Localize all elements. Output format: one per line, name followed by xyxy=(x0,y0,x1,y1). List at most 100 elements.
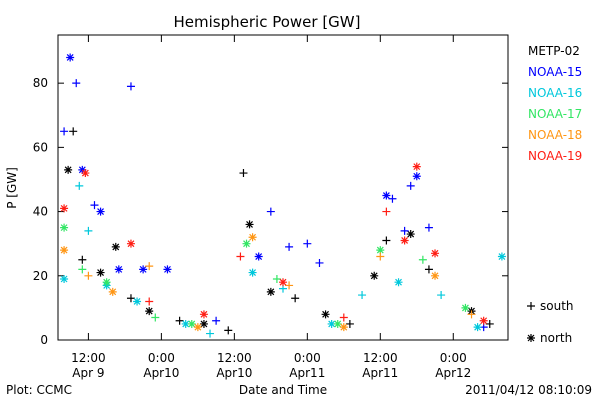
x-tick-label-time: 0:00 xyxy=(440,351,467,365)
x-axis-label: Date and Time xyxy=(239,383,327,397)
x-tick-label-date: Apr 9 xyxy=(72,366,104,380)
point-metp-02-north xyxy=(266,287,275,296)
point-noaa-18-south xyxy=(467,310,476,319)
point-noaa-15-south xyxy=(424,223,433,232)
y-tick-label: 80 xyxy=(33,76,48,90)
x-tick-label-time: 12:00 xyxy=(217,351,252,365)
point-noaa-18-north xyxy=(431,271,440,280)
series-legend: METP-02 NOAA-15 NOAA-16 NOAA-17 NOAA-18 NOAA-… xyxy=(528,44,582,163)
marker-legend: south north xyxy=(527,299,574,345)
point-metp-02-north xyxy=(96,268,105,277)
point-noaa-15-south xyxy=(400,226,409,235)
point-noaa-15-south xyxy=(60,127,69,136)
point-noaa-17-north xyxy=(102,278,111,287)
plot-frame xyxy=(57,34,509,341)
x-tick-label-date: Apr11 xyxy=(362,366,398,380)
point-noaa-15-south xyxy=(266,207,275,216)
point-metp-02-south xyxy=(345,319,354,328)
marker-legend-north-symbol xyxy=(527,334,535,342)
point-noaa-15-south xyxy=(212,316,221,325)
point-noaa-19-south xyxy=(236,252,245,261)
point-noaa-15-north xyxy=(254,252,263,261)
point-metp-02-south xyxy=(239,169,248,178)
point-noaa-15-north xyxy=(412,172,421,181)
point-noaa-15-north xyxy=(114,265,123,274)
data-points xyxy=(60,53,506,338)
point-noaa-17-south xyxy=(418,255,427,264)
x-tick-label-date: Apr11 xyxy=(289,366,325,380)
point-noaa-17-north xyxy=(187,319,196,328)
point-noaa-19-north xyxy=(412,162,421,171)
point-noaa-16-south xyxy=(206,329,215,338)
point-noaa-15-south xyxy=(315,258,324,267)
point-noaa-15-north xyxy=(66,53,75,62)
marker-legend-label: south xyxy=(540,299,574,313)
point-metp-02-north xyxy=(406,230,415,239)
point-noaa-15-north xyxy=(139,265,148,274)
point-metp-02-north xyxy=(370,271,379,280)
point-metp-02-south xyxy=(424,265,433,274)
point-noaa-16-north xyxy=(133,297,142,306)
point-noaa-16-north xyxy=(327,319,336,328)
point-metp-02-south xyxy=(175,316,184,325)
point-metp-02-south xyxy=(485,319,494,328)
y-tick-label: 0 xyxy=(40,333,48,347)
point-noaa-18-south xyxy=(285,281,294,290)
point-noaa-16-south xyxy=(75,181,84,190)
point-noaa-15-south xyxy=(126,82,135,91)
x-tick-label-time: 12:00 xyxy=(71,351,106,365)
point-noaa-16-south xyxy=(437,291,446,300)
x-tick-label-date: Apr10 xyxy=(143,366,179,380)
point-noaa-19-north xyxy=(479,316,488,325)
point-noaa-17-south xyxy=(272,275,281,283)
point-metp-02-south xyxy=(126,294,135,303)
point-noaa-19-north xyxy=(400,236,409,245)
point-noaa-18-south xyxy=(145,262,154,271)
point-noaa-16-north xyxy=(497,252,506,261)
point-noaa-16-north xyxy=(60,275,69,283)
legend-entry: NOAA-19 xyxy=(528,149,582,163)
point-noaa-19-south xyxy=(339,313,348,322)
point-noaa-18-north xyxy=(339,323,348,332)
point-noaa-15-south xyxy=(303,239,312,248)
point-noaa-16-north xyxy=(473,323,482,332)
point-noaa-16-north xyxy=(394,278,403,287)
marker-legend-label: north xyxy=(540,331,572,345)
point-noaa-15-north xyxy=(382,191,391,200)
point-noaa-19-north xyxy=(279,278,287,287)
x-tick-label-date: Apr12 xyxy=(435,366,471,380)
point-noaa-17-south xyxy=(151,313,160,322)
point-noaa-17-north xyxy=(60,223,69,232)
point-noaa-17-north xyxy=(333,319,342,328)
point-noaa-18-south xyxy=(84,271,93,280)
point-noaa-15-north xyxy=(78,165,87,174)
point-noaa-15-north xyxy=(163,265,172,274)
point-metp-02-south xyxy=(291,294,300,303)
point-noaa-16-south xyxy=(358,291,367,300)
legend-entry: NOAA-15 xyxy=(528,65,582,79)
chart-title: Hemispheric Power [GW] xyxy=(174,13,361,31)
point-noaa-19-north xyxy=(60,204,69,213)
point-noaa-17-north xyxy=(242,239,251,248)
y-tick-label: 20 xyxy=(33,269,48,283)
footer-timestamp: 2011/04/12 08:10:09 xyxy=(465,383,592,397)
point-noaa-15-south xyxy=(285,242,294,251)
y-axis-label: P [GW] xyxy=(5,167,19,209)
point-noaa-19-north xyxy=(431,249,440,258)
point-noaa-15-north xyxy=(96,207,105,216)
x-tick-label-time: 0:00 xyxy=(148,351,175,365)
y-axis: 0 20 40 60 80 xyxy=(33,76,508,347)
footer-plot-credit: Plot: CCMC xyxy=(6,383,72,397)
point-noaa-16-north xyxy=(248,268,257,277)
legend-entry: NOAA-16 xyxy=(528,86,582,100)
legend-entry: NOAA-18 xyxy=(528,128,582,142)
point-noaa-18-south xyxy=(376,252,385,261)
point-noaa-19-south xyxy=(145,297,154,306)
marker-legend-south-symbol xyxy=(527,302,535,310)
point-metp-02-south xyxy=(382,236,391,245)
point-noaa-19-north xyxy=(126,239,135,248)
y-tick-label: 60 xyxy=(33,140,48,154)
point-noaa-19-north xyxy=(199,310,208,319)
